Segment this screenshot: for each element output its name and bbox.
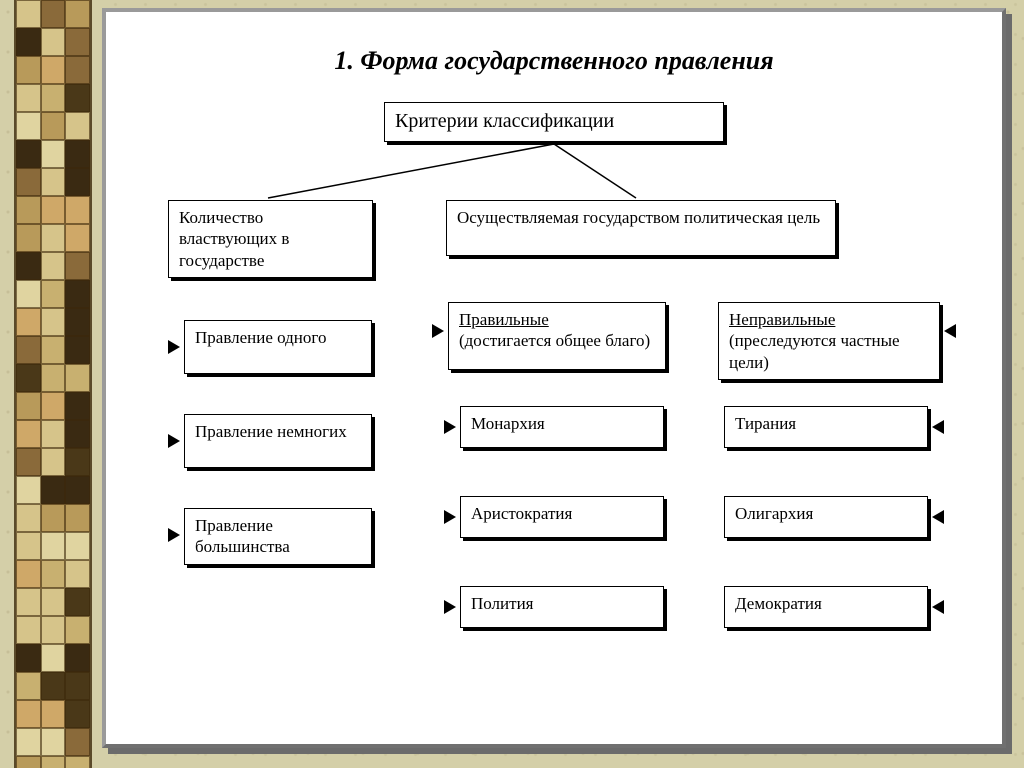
arrow-right-icon [432,324,444,338]
diagram-box-root: Критерии классификации [384,102,724,142]
diagram-box-l3: Правление большинства [184,508,372,565]
arrow-right-icon [168,434,180,448]
diagram-box-l2: Правление немногих [184,414,372,468]
diagram-box-m1: Монархия [460,406,664,448]
diagram-box-r3: Демократия [724,586,928,628]
arrow-right-icon [168,340,180,354]
diagram-box-r2: Олигархия [724,496,928,538]
arrow-right-icon [168,528,180,542]
slide-canvas: 1. Форма государственного правления Крит… [102,8,1006,748]
box-heading: Неправильные [729,309,929,330]
diagram-box-crit1: Количество властвующих в государстве [168,200,373,278]
box-subtext: (преследуются частные цели) [729,330,929,373]
diagram-box-r1: Тирания [724,406,928,448]
box-subtext: (достигается общее благо) [459,330,655,351]
arrow-left-icon [932,420,944,434]
arrow-right-icon [444,510,456,524]
slide-title: 1. Форма государственного правления [106,46,1002,76]
diagram-box-mHead: Правильные(достигается общее благо) [448,302,666,370]
arrow-left-icon [932,510,944,524]
arrow-left-icon [944,324,956,338]
diagram-box-l1: Правление одного [184,320,372,374]
decorative-left-strip [14,0,92,768]
box-heading: Правильные [459,309,655,330]
diagram-box-m2: Аристократия [460,496,664,538]
arrow-right-icon [444,420,456,434]
arrow-left-icon [932,600,944,614]
diagram-box-m3: Полития [460,586,664,628]
diagram-box-rHead: Неправильные(преследуются частные цели) [718,302,940,380]
diagram-box-crit2: Осуществляемая государством политическая… [446,200,836,256]
arrow-right-icon [444,600,456,614]
